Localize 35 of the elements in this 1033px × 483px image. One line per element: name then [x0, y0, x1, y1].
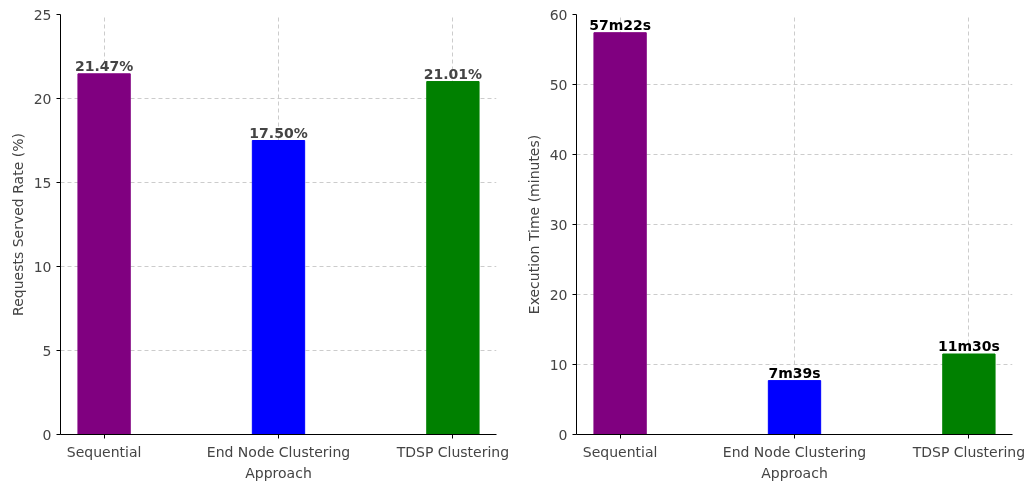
y-tick-label: 20 — [33, 90, 52, 107]
y-tick-label: 25 — [33, 6, 52, 23]
y-tick-label: 5 — [42, 342, 52, 359]
bar — [593, 32, 647, 435]
y-axis-title: Requests Served Rate (%) — [9, 133, 26, 316]
y-tick-label: 60 — [549, 6, 568, 23]
bar — [767, 380, 822, 435]
y-tick-label: 10 — [549, 356, 568, 373]
y-tick-label: 40 — [549, 146, 568, 163]
bar — [251, 140, 306, 435]
x-tick-label: End Node Clustering — [206, 443, 351, 460]
y-tick-label: 30 — [549, 216, 568, 233]
bar — [942, 353, 996, 435]
x-axis-title: Approach — [761, 464, 828, 481]
x-tick-label: TDSP Clustering — [395, 443, 510, 460]
y-tick-label: 15 — [33, 174, 52, 191]
bar — [426, 81, 480, 435]
y-tick-label: 20 — [549, 286, 568, 303]
y-tick-label: 0 — [558, 426, 568, 443]
annotation: 11m30s — [937, 338, 1000, 354]
data-label: 21.47% — [74, 57, 134, 74]
x-axis-title: Approach — [245, 464, 312, 481]
x-tick-label: Sequential — [66, 443, 142, 460]
y-axis-title: Execution Time (minutes) — [525, 134, 542, 315]
x-tick-label: Sequential — [582, 443, 658, 460]
y-tick-label: 50 — [549, 76, 568, 93]
x-tick-label: TDSP Clustering — [911, 443, 1026, 460]
y-tick-label: 0 — [42, 426, 52, 443]
data-label: 21.01% — [423, 65, 483, 82]
x-tick-label: End Node Clustering — [722, 443, 867, 460]
bar — [77, 73, 131, 435]
annotation: 7m39s — [768, 364, 821, 381]
data-label: 17.50% — [249, 124, 308, 141]
y-tick-label: 10 — [33, 258, 52, 275]
annotation: 57m22s — [589, 16, 652, 33]
